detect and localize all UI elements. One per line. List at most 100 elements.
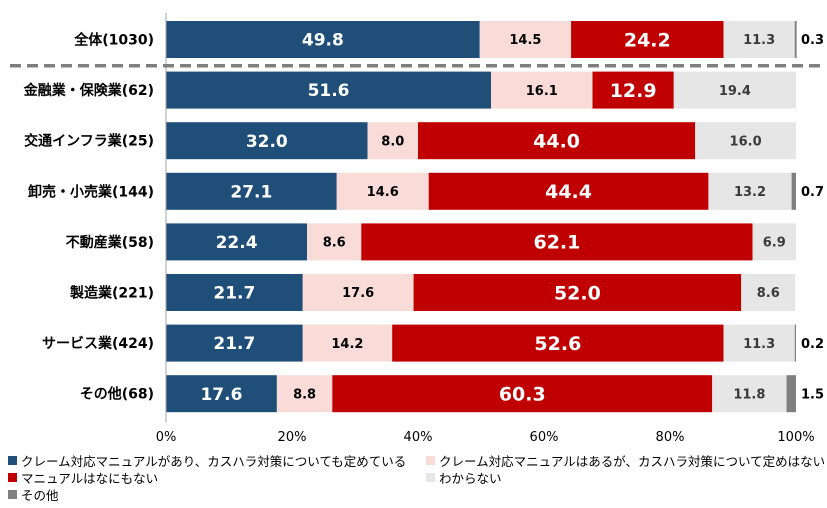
- category-label: 卸売・小売業(144): [28, 183, 154, 200]
- data-label: 8.8: [293, 387, 316, 402]
- data-label: 16.1: [526, 84, 558, 99]
- data-label: 11.8: [733, 387, 765, 402]
- bar-segment: [786, 375, 796, 413]
- legend-swatch-1: [8, 456, 17, 465]
- legend-label-3: マニュアルはなにもない: [21, 471, 159, 486]
- data-label: 62.1: [533, 232, 580, 254]
- data-label: 60.3: [499, 384, 546, 406]
- data-label: 14.5: [509, 33, 541, 48]
- data-label: 52.6: [534, 333, 581, 355]
- data-label: 0.2: [801, 337, 824, 352]
- legend-item-3: マニュアルはなにもない: [8, 468, 158, 487]
- data-label: 44.4: [545, 181, 592, 203]
- legend-swatch-2: [426, 456, 435, 465]
- bar-segment: [428, 172, 709, 210]
- bar-segment: [794, 21, 797, 58]
- data-label: 8.6: [757, 286, 780, 301]
- x-tick-label: 60%: [530, 430, 559, 445]
- data-label: 24.2: [624, 29, 671, 51]
- legend-swatch-3: [8, 473, 17, 482]
- bar-segment: [166, 274, 303, 311]
- bar-segment: [752, 223, 796, 261]
- x-tick-label: 100%: [777, 430, 814, 445]
- bar-segment: [571, 21, 724, 58]
- data-label: 1.5: [801, 387, 824, 402]
- data-label: 44.0: [533, 131, 580, 153]
- x-tick-label: 80%: [656, 430, 685, 445]
- data-label: 0.3: [801, 33, 824, 48]
- data-label: 49.8: [302, 31, 344, 51]
- bar-segment: [723, 21, 795, 58]
- bar-segment: [307, 223, 362, 261]
- bar-segment: [166, 21, 480, 58]
- bar-segment: [695, 122, 796, 160]
- legend-label-2: クレーム対応マニュアルはあるが、カスハラ対策について定めはない: [439, 454, 826, 469]
- category-label: 不動産業(58): [66, 234, 154, 251]
- bar-segment: [741, 274, 796, 311]
- category-label: 全体(1030): [73, 32, 154, 49]
- legend-item-1: クレーム対応マニュアルがあり、カスハラ対策についても定めている: [8, 451, 406, 470]
- bar-segment: [166, 71, 492, 109]
- bar-segment: [712, 375, 787, 413]
- data-label: 17.6: [200, 385, 242, 405]
- bar-segment: [302, 324, 393, 362]
- bar-segment: [592, 71, 674, 109]
- category-label: 交通インフラ業(25): [24, 133, 154, 150]
- x-tick-label: 20%: [278, 430, 307, 445]
- data-label: 14.2: [331, 337, 363, 352]
- data-label: 51.6: [308, 81, 350, 101]
- category-label: その他(68): [80, 386, 154, 403]
- data-label: 52.0: [554, 282, 601, 304]
- bar-segment: [166, 223, 308, 261]
- bar-segment: [166, 122, 368, 160]
- data-label: 32.0: [246, 132, 288, 152]
- bar-segment: [361, 223, 753, 261]
- bar-segment: [166, 324, 303, 362]
- bar-segment: [708, 172, 792, 210]
- data-label: 21.7: [213, 284, 255, 304]
- bar-segment: [367, 122, 418, 160]
- bar-segment: [794, 324, 796, 362]
- category-label: 金融業・保険業(62): [23, 82, 154, 99]
- bar-segment: [791, 172, 796, 210]
- legend-label-5: その他: [21, 488, 59, 503]
- bar-segment: [166, 172, 337, 210]
- data-label: 17.6: [342, 286, 374, 301]
- bar-segment: [479, 21, 572, 58]
- bar-segment: [673, 71, 796, 109]
- legend-label-4: わからない: [439, 471, 502, 486]
- bar-segment: [392, 324, 724, 362]
- data-label: 11.3: [743, 337, 775, 352]
- category-label: 製造業(221): [69, 285, 154, 302]
- bar-segment: [413, 274, 742, 311]
- data-label: 13.2: [734, 185, 766, 200]
- data-label: 11.3: [743, 33, 775, 48]
- bar-segment: [336, 172, 429, 210]
- legend-swatch-4: [426, 473, 435, 482]
- legend-item-2: クレーム対応マニュアルはあるが、カスハラ対策について定めはない: [426, 451, 825, 470]
- bar-segment: [276, 375, 333, 413]
- data-label: 27.1: [230, 182, 272, 202]
- bar-segment: [491, 71, 593, 109]
- legend-item-5: その他: [8, 485, 59, 504]
- data-label: 6.9: [763, 236, 786, 251]
- legend-item-4: わからない: [426, 468, 502, 487]
- data-label: 16.0: [730, 134, 762, 149]
- bar-segment: [723, 324, 795, 362]
- x-tick-label: 40%: [404, 430, 433, 445]
- legend-swatch-5: [8, 490, 17, 499]
- data-label: 8.0: [381, 134, 404, 149]
- bar-segment: [418, 122, 696, 160]
- data-label: 14.6: [367, 185, 399, 200]
- data-label: 8.6: [323, 236, 346, 251]
- data-label: 22.4: [216, 233, 258, 253]
- data-label: 12.9: [610, 80, 657, 102]
- bar-segment: [166, 375, 277, 413]
- data-label: 19.4: [719, 84, 751, 99]
- data-label: 21.7: [213, 334, 255, 354]
- bar-segment: [332, 375, 713, 413]
- category-label: サービス業(424): [42, 335, 154, 352]
- bar-segment: [302, 274, 414, 311]
- stacked-bar-chart: 全体(1030) 49.8 14.5 24.2 11.3 0.3 金融業・保険業(62) 51…: [10, 13, 824, 445]
- legend-label-1: クレーム対応マニュアルがあり、カスハラ対策についても定めている: [21, 454, 407, 469]
